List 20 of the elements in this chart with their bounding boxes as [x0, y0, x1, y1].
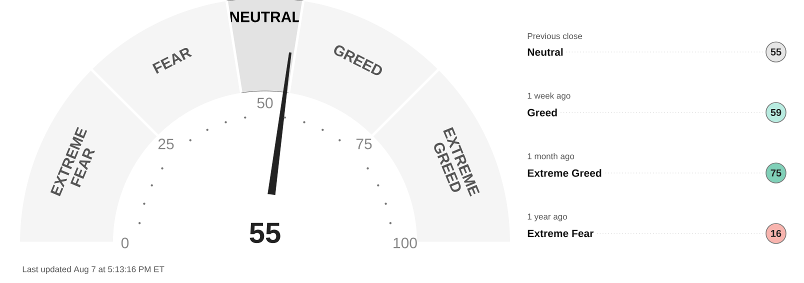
category-label: Previous close	[528, 32, 582, 40]
data-label: 75	[770, 169, 782, 176]
text: Neutral	[528, 48, 563, 56]
category-label: 1 year ago	[528, 214, 567, 222]
text: 50	[257, 98, 273, 108]
text: 25	[158, 138, 174, 150]
text: Greed	[528, 108, 557, 116]
text: 100	[394, 238, 417, 248]
category-label: 1 month ago	[528, 153, 574, 161]
slice-label: NEUTRAL	[230, 12, 300, 22]
data-label: 55	[770, 48, 782, 56]
text: Last updated Aug 7 at 5:13:16 PM ET	[22, 266, 164, 274]
text: Extreme Fear	[528, 230, 594, 238]
data-label: 16	[771, 230, 782, 238]
data-label: 59	[770, 108, 782, 116]
text: 75	[356, 138, 372, 150]
category-label: 1 week ago	[528, 92, 570, 100]
text: 55	[250, 222, 280, 244]
text: 0	[121, 238, 129, 248]
text: Extreme Greed	[528, 169, 602, 177]
